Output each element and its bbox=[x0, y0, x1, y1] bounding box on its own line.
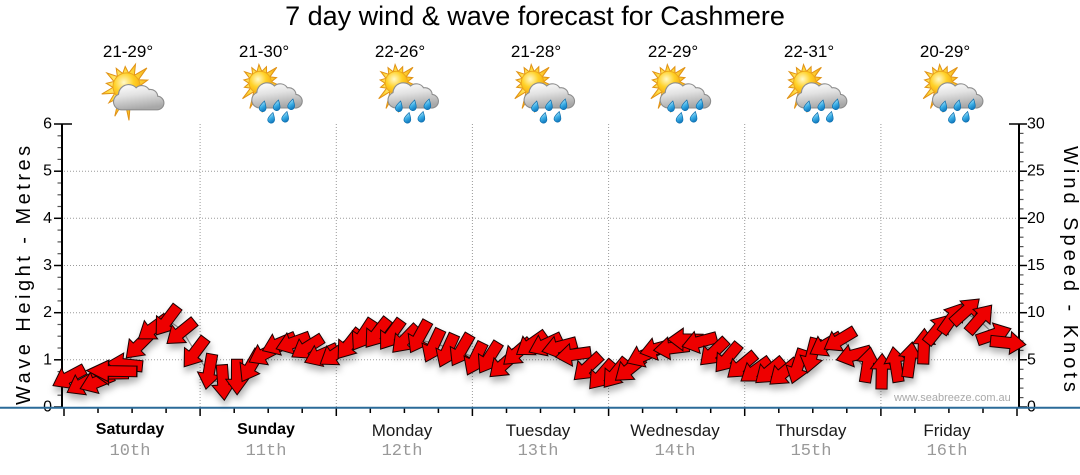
svg-text:10: 10 bbox=[1027, 304, 1045, 321]
svg-text:www.seabreeze.com.au: www.seabreeze.com.au bbox=[893, 392, 1011, 404]
svg-text:5: 5 bbox=[43, 163, 52, 180]
svg-text:2: 2 bbox=[43, 304, 52, 321]
svg-text:1: 1 bbox=[43, 351, 52, 368]
svg-text:30: 30 bbox=[1027, 116, 1045, 133]
svg-text:15: 15 bbox=[1027, 257, 1045, 274]
svg-text:25: 25 bbox=[1027, 163, 1045, 180]
svg-text:5: 5 bbox=[1027, 351, 1036, 368]
svg-text:6: 6 bbox=[43, 116, 52, 133]
svg-text:20: 20 bbox=[1027, 210, 1045, 227]
svg-text:4: 4 bbox=[43, 210, 52, 227]
svg-text:3: 3 bbox=[43, 257, 52, 274]
